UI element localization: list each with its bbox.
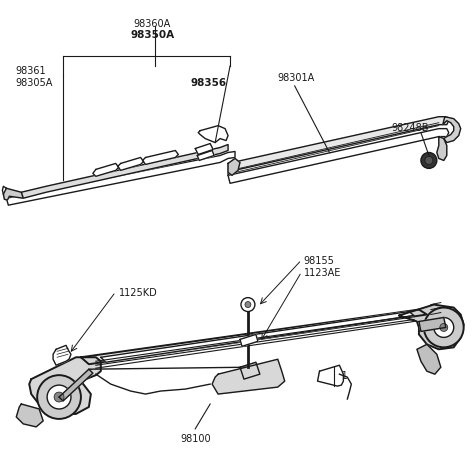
Polygon shape	[59, 369, 93, 401]
Polygon shape	[195, 144, 213, 154]
Polygon shape	[228, 129, 449, 183]
Polygon shape	[212, 359, 285, 394]
Text: 98248B: 98248B	[391, 123, 428, 133]
Polygon shape	[317, 365, 343, 386]
Polygon shape	[197, 151, 214, 160]
Text: 98301A: 98301A	[278, 73, 315, 83]
Polygon shape	[93, 163, 119, 176]
Polygon shape	[81, 310, 427, 364]
Text: 98100: 98100	[180, 434, 211, 444]
Polygon shape	[3, 188, 23, 200]
Polygon shape	[240, 362, 260, 379]
Polygon shape	[198, 126, 228, 143]
Text: 98356: 98356	[190, 78, 227, 88]
Text: 98361: 98361	[15, 66, 46, 76]
Text: 1125KD: 1125KD	[119, 287, 157, 298]
Polygon shape	[228, 159, 240, 175]
Circle shape	[47, 385, 71, 409]
Polygon shape	[142, 151, 178, 165]
Circle shape	[421, 152, 437, 168]
Text: 98350A: 98350A	[131, 30, 175, 40]
Circle shape	[245, 302, 251, 308]
Polygon shape	[419, 318, 446, 332]
Polygon shape	[53, 345, 71, 365]
Polygon shape	[240, 334, 258, 346]
Polygon shape	[29, 357, 101, 414]
Circle shape	[440, 324, 448, 332]
Polygon shape	[228, 117, 449, 175]
Polygon shape	[101, 311, 414, 362]
Polygon shape	[16, 404, 43, 427]
Circle shape	[424, 308, 464, 348]
Circle shape	[54, 392, 64, 402]
Circle shape	[434, 318, 454, 337]
Text: 98155: 98155	[304, 256, 334, 266]
Circle shape	[37, 375, 81, 419]
Polygon shape	[6, 151, 235, 205]
Polygon shape	[437, 136, 447, 160]
Circle shape	[241, 298, 255, 311]
Text: 1123AE: 1123AE	[304, 268, 341, 278]
Polygon shape	[417, 344, 441, 374]
Text: 98360A: 98360A	[133, 19, 171, 29]
Text: 98305A: 98305A	[15, 78, 53, 88]
Polygon shape	[443, 117, 461, 143]
Polygon shape	[399, 304, 464, 349]
Polygon shape	[118, 158, 143, 170]
Circle shape	[425, 157, 433, 165]
Text: 98281: 98281	[317, 371, 348, 381]
Polygon shape	[21, 144, 228, 198]
